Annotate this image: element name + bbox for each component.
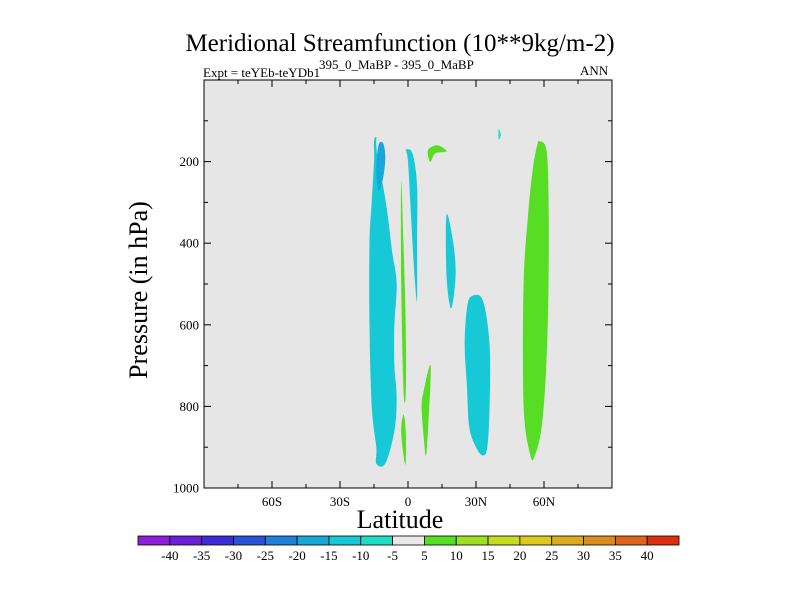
colorbar-swatch xyxy=(360,535,393,546)
contour-northern-subtropical-cell xyxy=(464,294,491,456)
colorbar: -40 -35 -30 -25 -20 -15 -10 -5 5 10 15 20 25 30 35 40 xyxy=(137,535,680,563)
x-tick-label: 0 xyxy=(405,494,412,509)
season-label: ANN xyxy=(580,63,609,78)
contour-equatorial-upper-cell xyxy=(405,148,418,302)
chart-title: Meridional Streamfunction (10**9kg/m-2) xyxy=(185,30,615,57)
colorbar-swatch xyxy=(169,535,203,546)
colorbar-label: 40 xyxy=(641,548,654,563)
colorbar-label: -30 xyxy=(225,548,242,563)
contour-equatorial-positive-strip xyxy=(400,181,406,404)
colorbar-swatch xyxy=(392,535,425,546)
y-tick-label: 800 xyxy=(180,399,200,414)
contour-south-upper-cell xyxy=(369,136,397,467)
colorbar-swatch xyxy=(233,535,266,546)
colorbar-swatch xyxy=(614,535,648,546)
x-tick-label: 30S xyxy=(330,494,350,509)
colorbar-label: -35 xyxy=(193,548,210,563)
colorbar-swatch xyxy=(551,535,584,546)
colorbar-swatch xyxy=(264,535,298,546)
contour-subtropical-upper-cell xyxy=(445,213,456,309)
colorbar-label: 35 xyxy=(609,548,622,563)
axis-ticks: 60S 30S 0 30N 60N 200 400 600 800 1000 xyxy=(173,80,612,509)
experiment-label: Expt = teYEb-teYDb1 xyxy=(203,65,321,80)
colorbar-swatch xyxy=(519,535,553,546)
colorbar-label: 15 xyxy=(482,548,495,563)
colorbar-swatch xyxy=(328,535,362,546)
y-axis-label: Pressure (in hPa) xyxy=(124,201,153,379)
colorbar-label: -5 xyxy=(387,548,398,563)
x-tick-label: 30N xyxy=(465,494,488,509)
colorbar-swatch xyxy=(646,535,680,546)
y-tick-label: 200 xyxy=(180,154,200,169)
colorbar-swatch xyxy=(137,535,171,546)
colorbar-swatch xyxy=(455,535,489,546)
contour-near-equator-positive xyxy=(421,364,431,456)
x-tick-label: 60S xyxy=(262,494,282,509)
period-label: 395_0_MaBP - 395_0_MaBP xyxy=(319,57,474,72)
contour-upper-positive-blob xyxy=(427,145,447,162)
colorbar-label: -10 xyxy=(352,548,369,563)
colorbar-label: -15 xyxy=(320,548,337,563)
colorbar-swatch xyxy=(424,535,457,546)
x-axis-label: Latitude xyxy=(356,505,444,534)
colorbar-label: 25 xyxy=(545,548,558,563)
y-tick-label: 1000 xyxy=(173,481,199,496)
x-tick-label: 60N xyxy=(533,494,556,509)
y-tick-label: 600 xyxy=(180,317,200,332)
colorbar-label: 5 xyxy=(421,548,428,563)
contour-tiny-negative-cell xyxy=(498,128,501,140)
colorbar-label: 10 xyxy=(450,548,463,563)
colorbar-swatch xyxy=(583,535,616,546)
contour-equatorial-positive-lower xyxy=(401,414,406,465)
contour-northern-positive-cell xyxy=(522,140,549,461)
colorbar-label: 30 xyxy=(577,548,590,563)
colorbar-label: -20 xyxy=(288,548,305,563)
colorbar-swatch xyxy=(487,535,521,546)
y-tick-label: 400 xyxy=(180,236,200,251)
plot-background xyxy=(204,80,612,488)
colorbar-label: 20 xyxy=(513,548,526,563)
contour-south-upper-core xyxy=(376,141,386,191)
colorbar-label: -40 xyxy=(161,548,178,563)
colorbar-label: -25 xyxy=(257,548,274,563)
contour-regions xyxy=(369,128,549,467)
colorbar-swatch xyxy=(296,535,330,546)
colorbar-swatch xyxy=(201,535,234,546)
